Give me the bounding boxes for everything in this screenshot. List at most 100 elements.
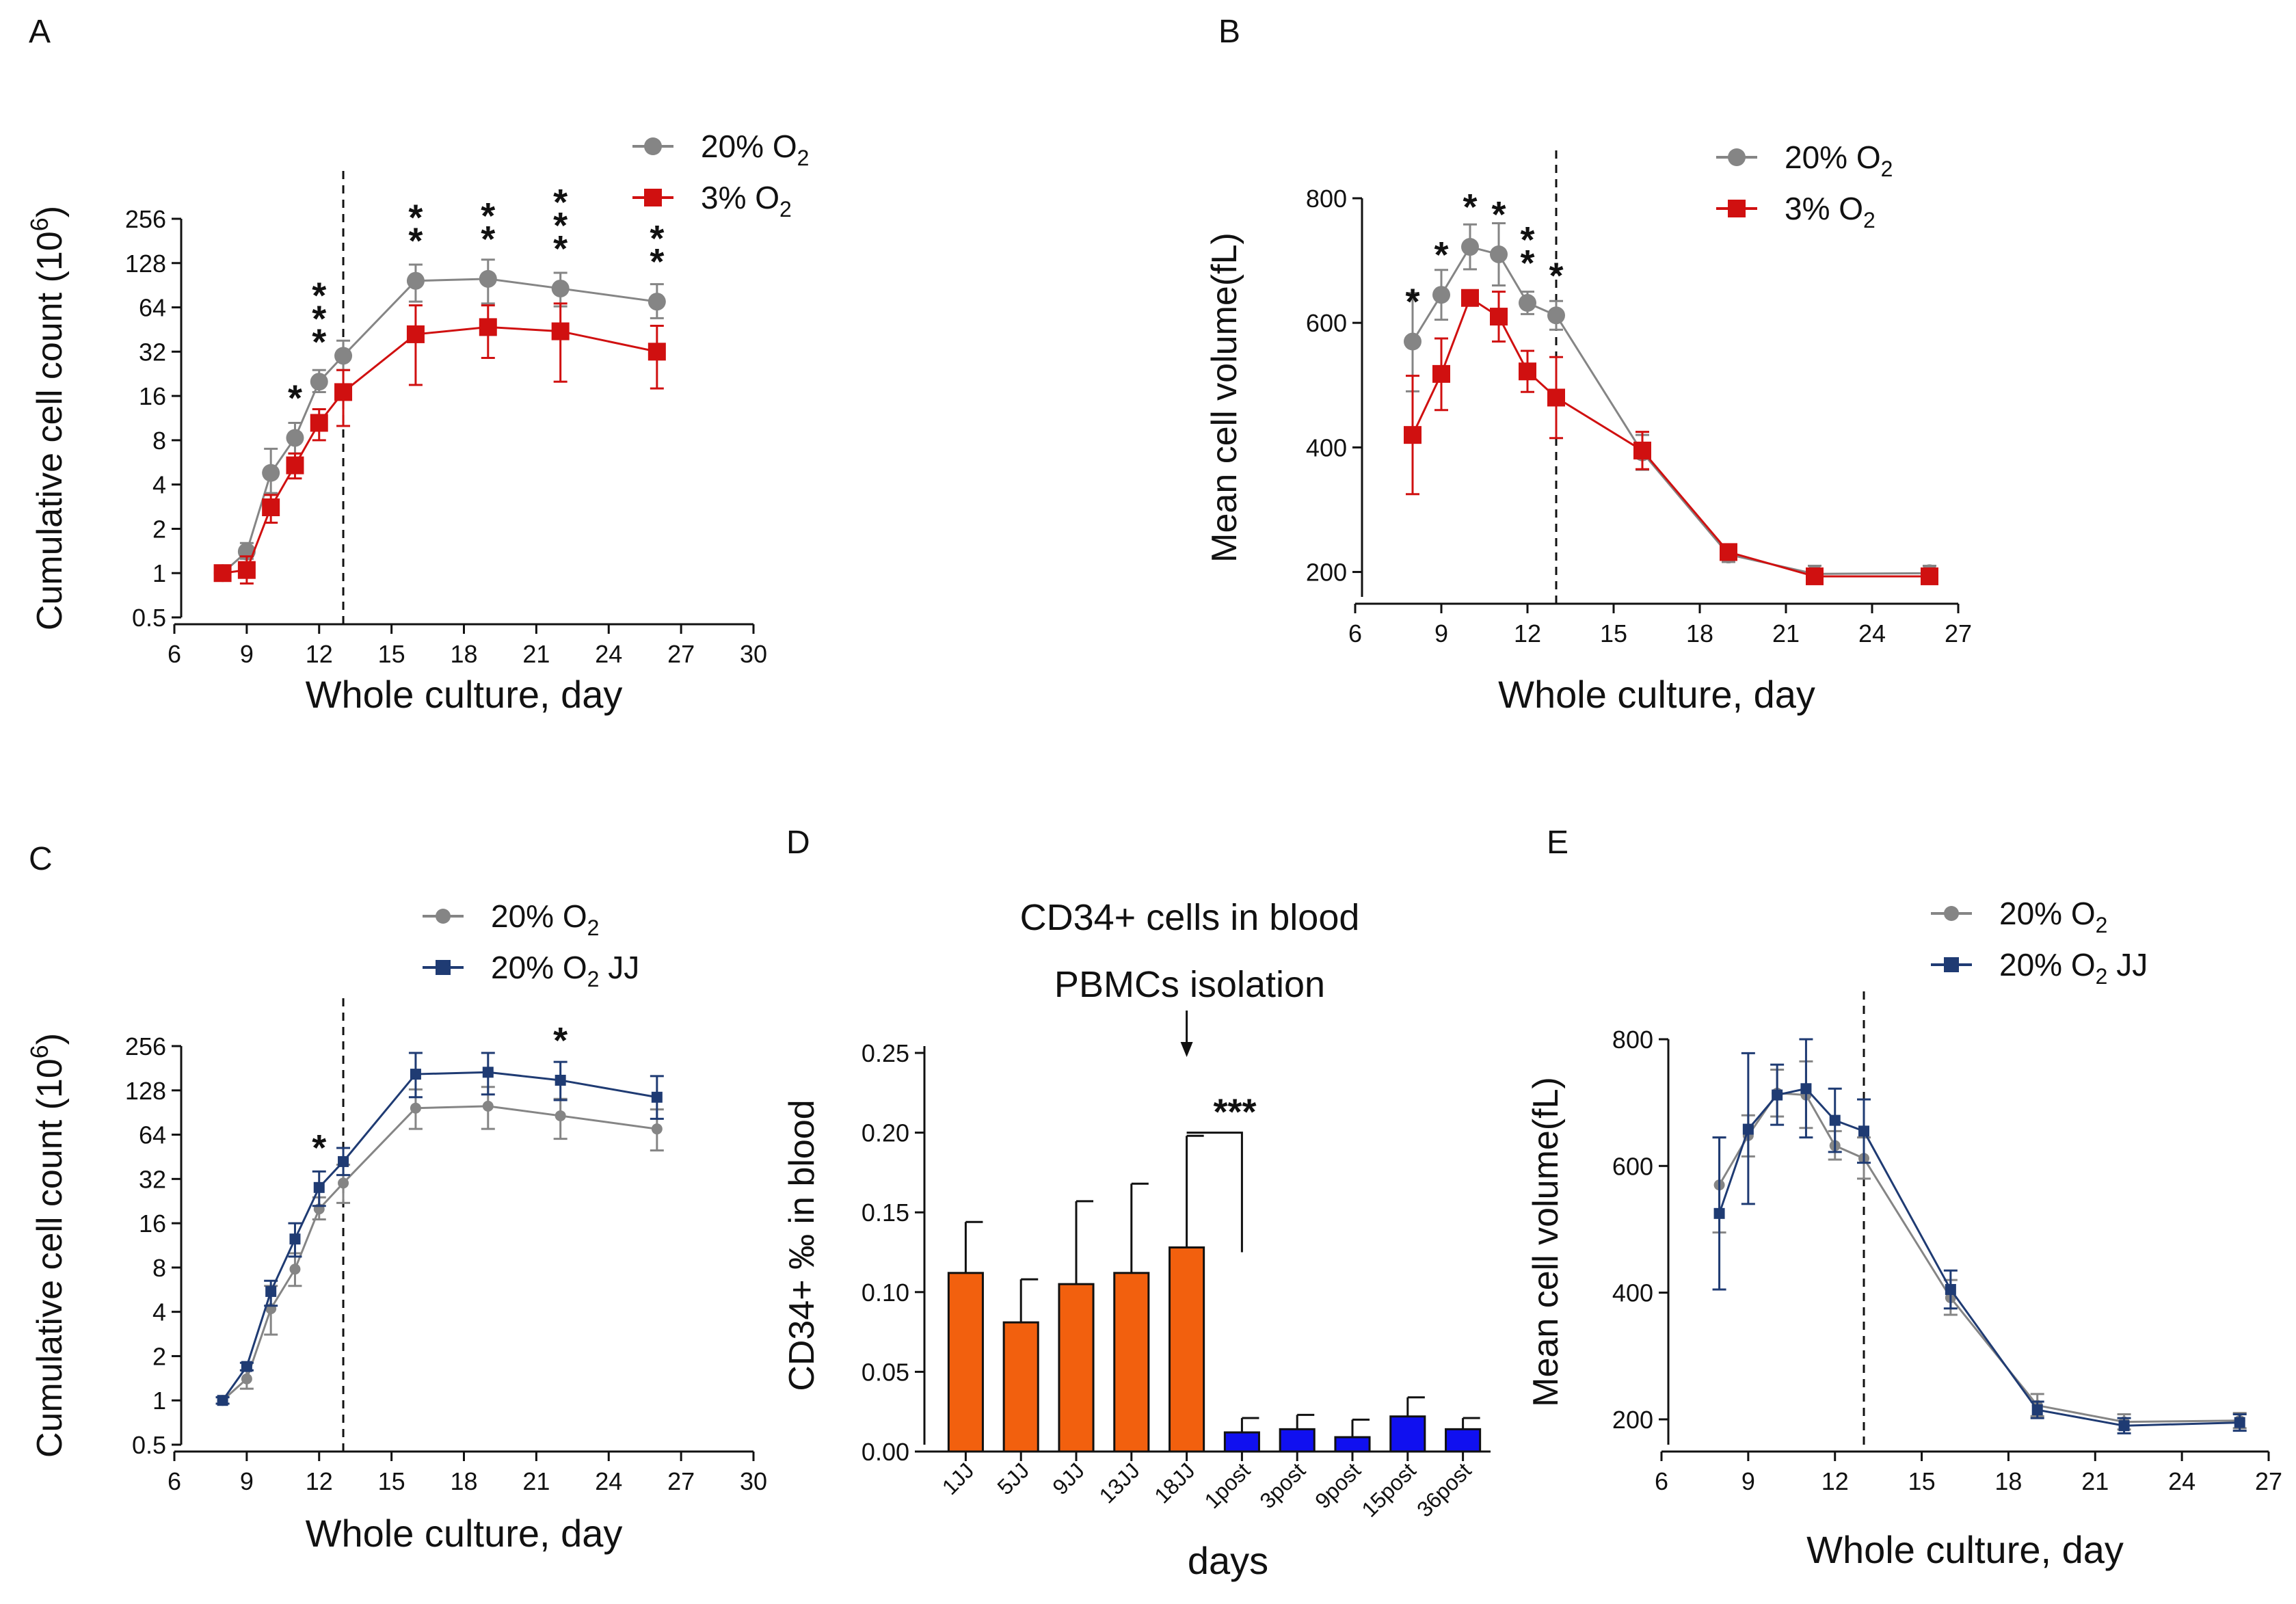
legend-label: 20% O2 — [1785, 139, 1893, 181]
significance-label: *** — [1213, 1092, 1256, 1133]
significance-star: * — [650, 218, 664, 259]
x-axis-title: days — [1188, 1539, 1268, 1582]
significance-bracket — [1186, 1132, 1243, 1253]
y-tick-label: 600 — [1612, 1152, 1653, 1180]
data-point — [1945, 1283, 1956, 1295]
data-point — [651, 1091, 663, 1103]
data-point — [1490, 245, 1508, 263]
significance-star: * — [312, 1127, 326, 1168]
data-point — [410, 1069, 421, 1080]
x-tick-label: 24 — [595, 640, 622, 668]
data-point — [338, 1177, 349, 1189]
significance-star: * — [650, 241, 664, 282]
x-tick-label: 13JJ — [1094, 1458, 1144, 1508]
y-tick-label: 256 — [125, 1032, 166, 1060]
legend-label: 20% O2 — [491, 898, 599, 940]
significance-star: * — [1520, 219, 1534, 260]
data-point — [1432, 286, 1450, 304]
y-tick-label: 16 — [139, 1209, 166, 1238]
data-point — [1728, 200, 1746, 217]
x-tick-label: 12 — [1514, 619, 1541, 647]
series-line — [222, 1105, 658, 1402]
y-tick-label: 0.10 — [862, 1279, 909, 1307]
data-point — [2234, 1417, 2245, 1428]
significance-star: * — [553, 1020, 568, 1061]
legend-label: 20% O2 JJ — [491, 950, 639, 991]
significance-star: * — [1549, 255, 1563, 296]
data-point — [1713, 1207, 1725, 1219]
x-tick-label: 12 — [1821, 1467, 1849, 1495]
data-point — [1547, 306, 1565, 325]
arrow-head — [1180, 1042, 1193, 1057]
y-tick-label: 0.5 — [132, 604, 166, 632]
x-tick-label: 18 — [450, 640, 477, 668]
significance-star: * — [312, 321, 326, 362]
x-tick-label: 3post — [1255, 1458, 1310, 1513]
significance-star: * — [481, 196, 495, 237]
x-tick-label: 6 — [168, 640, 181, 668]
data-point — [555, 1110, 566, 1121]
series-line — [222, 325, 658, 574]
data-point — [555, 1074, 566, 1086]
y-tick-label: 1 — [152, 1387, 166, 1415]
panel-letter-e: E — [1547, 825, 1569, 861]
y-tick-label: 8 — [152, 1254, 166, 1282]
bar — [1002, 1321, 1039, 1453]
data-point — [286, 456, 304, 474]
y-tick-label: 400 — [1306, 433, 1347, 462]
data-point — [1404, 332, 1421, 351]
x-tick-label: 18JJ — [1149, 1458, 1199, 1508]
panel-e-chart: 6 9 12 15 18 21 24 27 Whole culture, day 200 400 60… — [1526, 896, 2282, 1571]
x-tick-label: 5JJ — [992, 1458, 1034, 1499]
data-point — [1944, 906, 1959, 921]
data-point — [648, 343, 666, 361]
bar — [1113, 1272, 1150, 1453]
data-point — [334, 347, 353, 365]
data-point — [262, 498, 280, 516]
bar — [1223, 1431, 1260, 1453]
x-tick-label: 24 — [1858, 619, 1886, 647]
data-point — [1519, 362, 1536, 381]
significance-star: * — [312, 298, 326, 339]
legend-label: 20% O2 — [701, 129, 809, 170]
data-point — [436, 960, 451, 975]
panel-b-chart: 6 9 12 15 18 21 24 27 Whole culture, day 200 400 60… — [1205, 139, 1972, 716]
data-point — [1742, 1123, 1754, 1135]
bar — [1389, 1415, 1426, 1453]
series-line — [1718, 1092, 2240, 1423]
y-tick-label: 600 — [1306, 309, 1347, 337]
x-tick-label: 27 — [667, 640, 695, 668]
data-point — [1461, 238, 1479, 256]
x-tick-label: 1JJ — [937, 1458, 979, 1499]
x-tick-label: 9JJ — [1047, 1458, 1089, 1499]
y-tick-label: 2 — [152, 515, 166, 543]
data-point — [1829, 1114, 1841, 1126]
bar — [1334, 1436, 1371, 1453]
y-tick-label: 1 — [152, 559, 166, 587]
x-tick-label: 21 — [522, 1467, 550, 1495]
y-tick-label: 0.05 — [862, 1358, 909, 1386]
data-point — [482, 1067, 494, 1078]
data-point — [313, 1181, 325, 1193]
y-tick-label: 128 — [125, 250, 166, 278]
x-tick-label: 15 — [1908, 1467, 1936, 1495]
x-tick-label: 6 — [1348, 619, 1362, 647]
x-tick-label: 21 — [522, 640, 550, 668]
y-axis-title: Mean cell volume(fL) — [1526, 1077, 1566, 1407]
data-point — [1547, 388, 1565, 407]
data-point — [436, 909, 451, 924]
legend-label: 20% O2 JJ — [1999, 947, 2148, 989]
significance-star: * — [553, 228, 568, 269]
panel-letter-b: B — [1218, 14, 1240, 50]
y-axis-title: Cumulative cell count (106) — [25, 206, 70, 630]
significance-star: * — [1434, 235, 1448, 276]
x-tick-label: 15 — [378, 640, 405, 668]
y-tick-label: 400 — [1612, 1279, 1653, 1307]
x-tick-label: 15post — [1357, 1458, 1420, 1521]
x-tick-label: 9 — [240, 1467, 254, 1495]
bar — [1445, 1428, 1482, 1453]
x-tick-label: 9 — [240, 640, 254, 668]
data-point — [1519, 294, 1536, 312]
data-point — [1728, 148, 1746, 166]
